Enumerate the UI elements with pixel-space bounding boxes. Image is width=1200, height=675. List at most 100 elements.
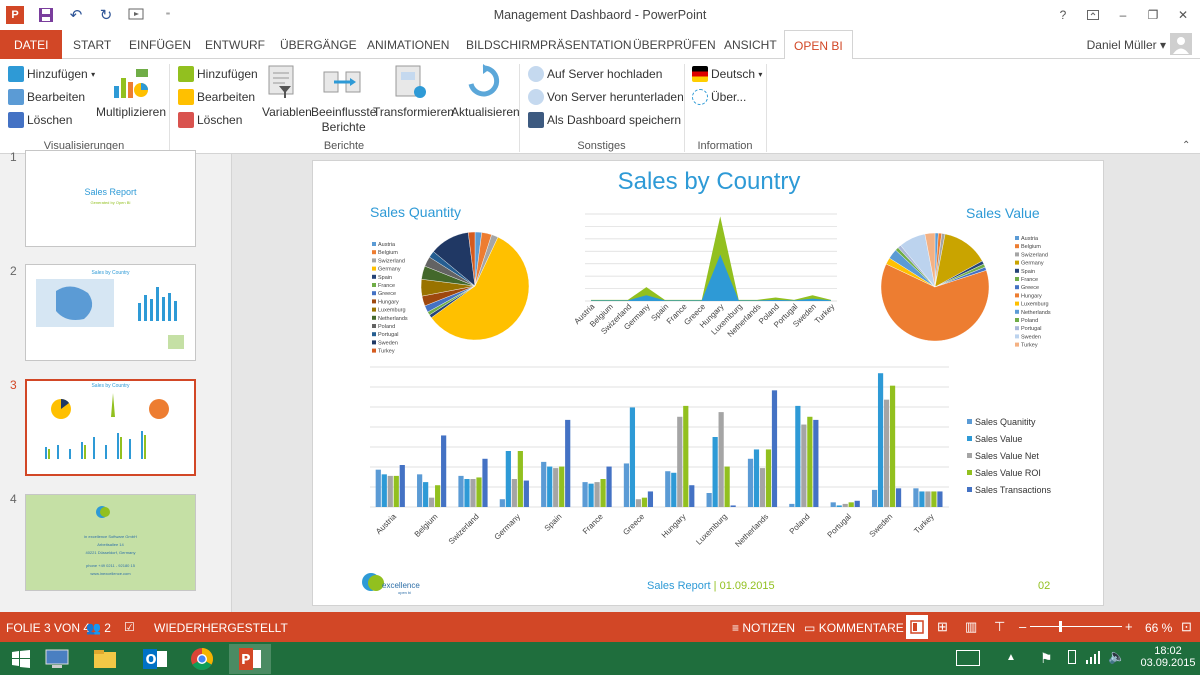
save-dashboard-button[interactable]: Als Dashboard speichern [528, 112, 681, 128]
collapse-ribbon-icon[interactable]: ⌃ [1182, 140, 1191, 151]
redo-icon[interactable]: ↻ [99, 7, 113, 24]
tab-animationen[interactable]: ANIMATIONEN [367, 38, 450, 52]
bar [712, 437, 718, 507]
tab-ueberpruefen[interactable]: ÜBERPRÜFEN [633, 38, 716, 52]
clock-date: 03.09.2015 [1140, 657, 1196, 669]
notes-button[interactable]: ≡ NOTIZEN [732, 621, 796, 635]
upload-server-button[interactable]: Auf Server hochladen [528, 66, 662, 82]
slide-sorter-view-icon[interactable]: ⊞ [937, 619, 948, 634]
slide-thumbnail-3-selected[interactable]: Sales by Country [25, 379, 196, 476]
transform-button[interactable]: Transformieren [373, 105, 454, 119]
close-button[interactable]: ✕ [1177, 8, 1189, 22]
bar [393, 475, 399, 507]
powerpoint-app-icon[interactable]: P [6, 6, 24, 24]
zoom-level[interactable]: 66 % [1145, 621, 1173, 635]
legend-swatch [372, 291, 376, 296]
bar [665, 471, 671, 507]
legend-swatch [967, 487, 972, 492]
legend-label: Austria [1021, 236, 1039, 242]
zoom-in-button[interactable]: + [1125, 619, 1133, 634]
bar [482, 458, 488, 507]
vis-edit-button[interactable]: Bearbeiten [8, 89, 85, 105]
customize-qat-icon[interactable]: ⁼ [165, 9, 171, 20]
user-name[interactable]: Daniel Müller ▾ [1086, 38, 1166, 52]
undo-icon[interactable]: ↶ [69, 7, 83, 24]
clock[interactable]: 18:02 03.09.2015 [1140, 645, 1196, 669]
chrome-icon[interactable] [181, 644, 223, 674]
ribbon-display-button[interactable] [1082, 6, 1104, 24]
action-center-flag-icon[interactable]: ⚑ [1040, 650, 1053, 666]
logo-text: excellence [382, 581, 420, 590]
language-dropdown[interactable]: Deutsch ▾ [692, 66, 762, 82]
minimize-button[interactable]: – [1119, 8, 1127, 22]
download-server-button[interactable]: Von Server herunterladen [528, 89, 684, 105]
reading-view-icon[interactable]: ▥ [965, 619, 978, 634]
bar [553, 468, 559, 507]
tab-einfuegen[interactable]: EINFÜGEN [129, 38, 192, 52]
presentation-start-icon[interactable] [126, 5, 146, 25]
report-add-button[interactable]: Hinzufügen [178, 66, 258, 82]
legend-swatch [372, 340, 376, 345]
logo-subtext: open bi [398, 590, 412, 595]
network-icon[interactable] [1086, 650, 1100, 667]
zoom-slider-thumb[interactable] [1059, 621, 1063, 632]
tab-uebergaenge[interactable]: ÜBERGÄNGE [280, 38, 357, 52]
powerpoint-taskbar-icon[interactable]: P [229, 644, 271, 674]
comments-button[interactable]: ▭ KOMMENTARE [804, 621, 904, 635]
report-delete-button[interactable]: Löschen [178, 112, 242, 128]
about-button[interactable]: Über... [692, 89, 746, 105]
legend-label: Sales Value [975, 434, 1022, 444]
pie-slice [431, 236, 530, 341]
influenced-reports-button[interactable]: Beeinflusste Berichte [311, 105, 377, 134]
tab-start[interactable]: START [73, 38, 112, 52]
multiply-button[interactable]: Multiplizieren [96, 105, 167, 119]
window-title: Management Dashbaord - PowerPoint [493, 8, 707, 22]
spellcheck-icon[interactable]: ☑ [124, 620, 135, 634]
slide-thumbnail-4[interactable]: in excellence Software GmbH Arbeitsallee… [25, 494, 196, 591]
slide-counter[interactable]: FOLIE 3 VON 4 [6, 621, 91, 635]
avatar[interactable] [1170, 33, 1192, 55]
tab-ansicht[interactable]: ANSICHT [724, 38, 777, 52]
thumb-title: Sales by Country [91, 270, 130, 276]
explorer-desktop-icon[interactable] [36, 644, 78, 674]
slide-thumbnail-2[interactable]: Sales by Country [25, 264, 196, 361]
slide-canvas[interactable]: Sales by Country Sales Quantity Sales Va… [312, 160, 1104, 606]
slide-thumbnail-1[interactable]: Sales Report Generated by Open BI [25, 150, 196, 247]
vis-add-button[interactable]: Hinzufügen ▾ [8, 66, 95, 82]
start-button[interactable] [0, 644, 42, 674]
x-tick-label: Luxemburg [694, 512, 729, 547]
restore-button[interactable]: ❐ [1147, 8, 1159, 22]
battery-icon[interactable] [1068, 650, 1076, 664]
report-edit-button[interactable]: Bearbeiten [178, 89, 255, 105]
thumb-preview [45, 393, 169, 459]
keyboard-icon[interactable] [956, 650, 980, 666]
bar [623, 463, 630, 507]
vis-delete-button[interactable]: Löschen [8, 112, 72, 128]
tab-bildschirmpraesentation[interactable]: BILDSCHIRMPRÄSENTATION [466, 38, 632, 52]
logo-icon [362, 573, 384, 591]
legend-label: Luxemburg [378, 308, 406, 314]
tab-datei[interactable]: DATEI [0, 30, 63, 59]
tray-expand-icon[interactable]: ▲ [1006, 652, 1016, 663]
group-label-sonstiges: Sonstiges [577, 140, 626, 152]
taskbar [0, 642, 1200, 675]
help-button[interactable]: ? [1059, 8, 1067, 22]
outlook-icon[interactable]: O [134, 644, 176, 674]
bar [883, 399, 890, 507]
tab-open-bi[interactable]: OPEN BI [784, 30, 853, 59]
volume-icon[interactable]: 🔈 [1108, 648, 1126, 664]
coauthors-indicator[interactable]: 👥 2 [86, 621, 111, 635]
zoom-slider-track[interactable] [1030, 626, 1122, 627]
refresh-button[interactable]: Aktualisieren [451, 105, 520, 119]
normal-view-button[interactable] [906, 615, 928, 639]
variables-button[interactable]: Variablen [262, 105, 312, 119]
tab-entwurf[interactable]: ENTWURF [205, 38, 265, 52]
slideshow-view-icon[interactable]: ⊤ [994, 619, 1006, 634]
bar [931, 491, 937, 507]
legend-label: Portugal [378, 332, 399, 338]
fit-slide-icon[interactable]: ⊡ [1181, 619, 1192, 634]
file-explorer-icon[interactable] [84, 644, 126, 674]
legend-swatch [1015, 301, 1019, 306]
save-icon[interactable] [36, 5, 56, 25]
zoom-out-button[interactable]: – [1019, 619, 1027, 634]
